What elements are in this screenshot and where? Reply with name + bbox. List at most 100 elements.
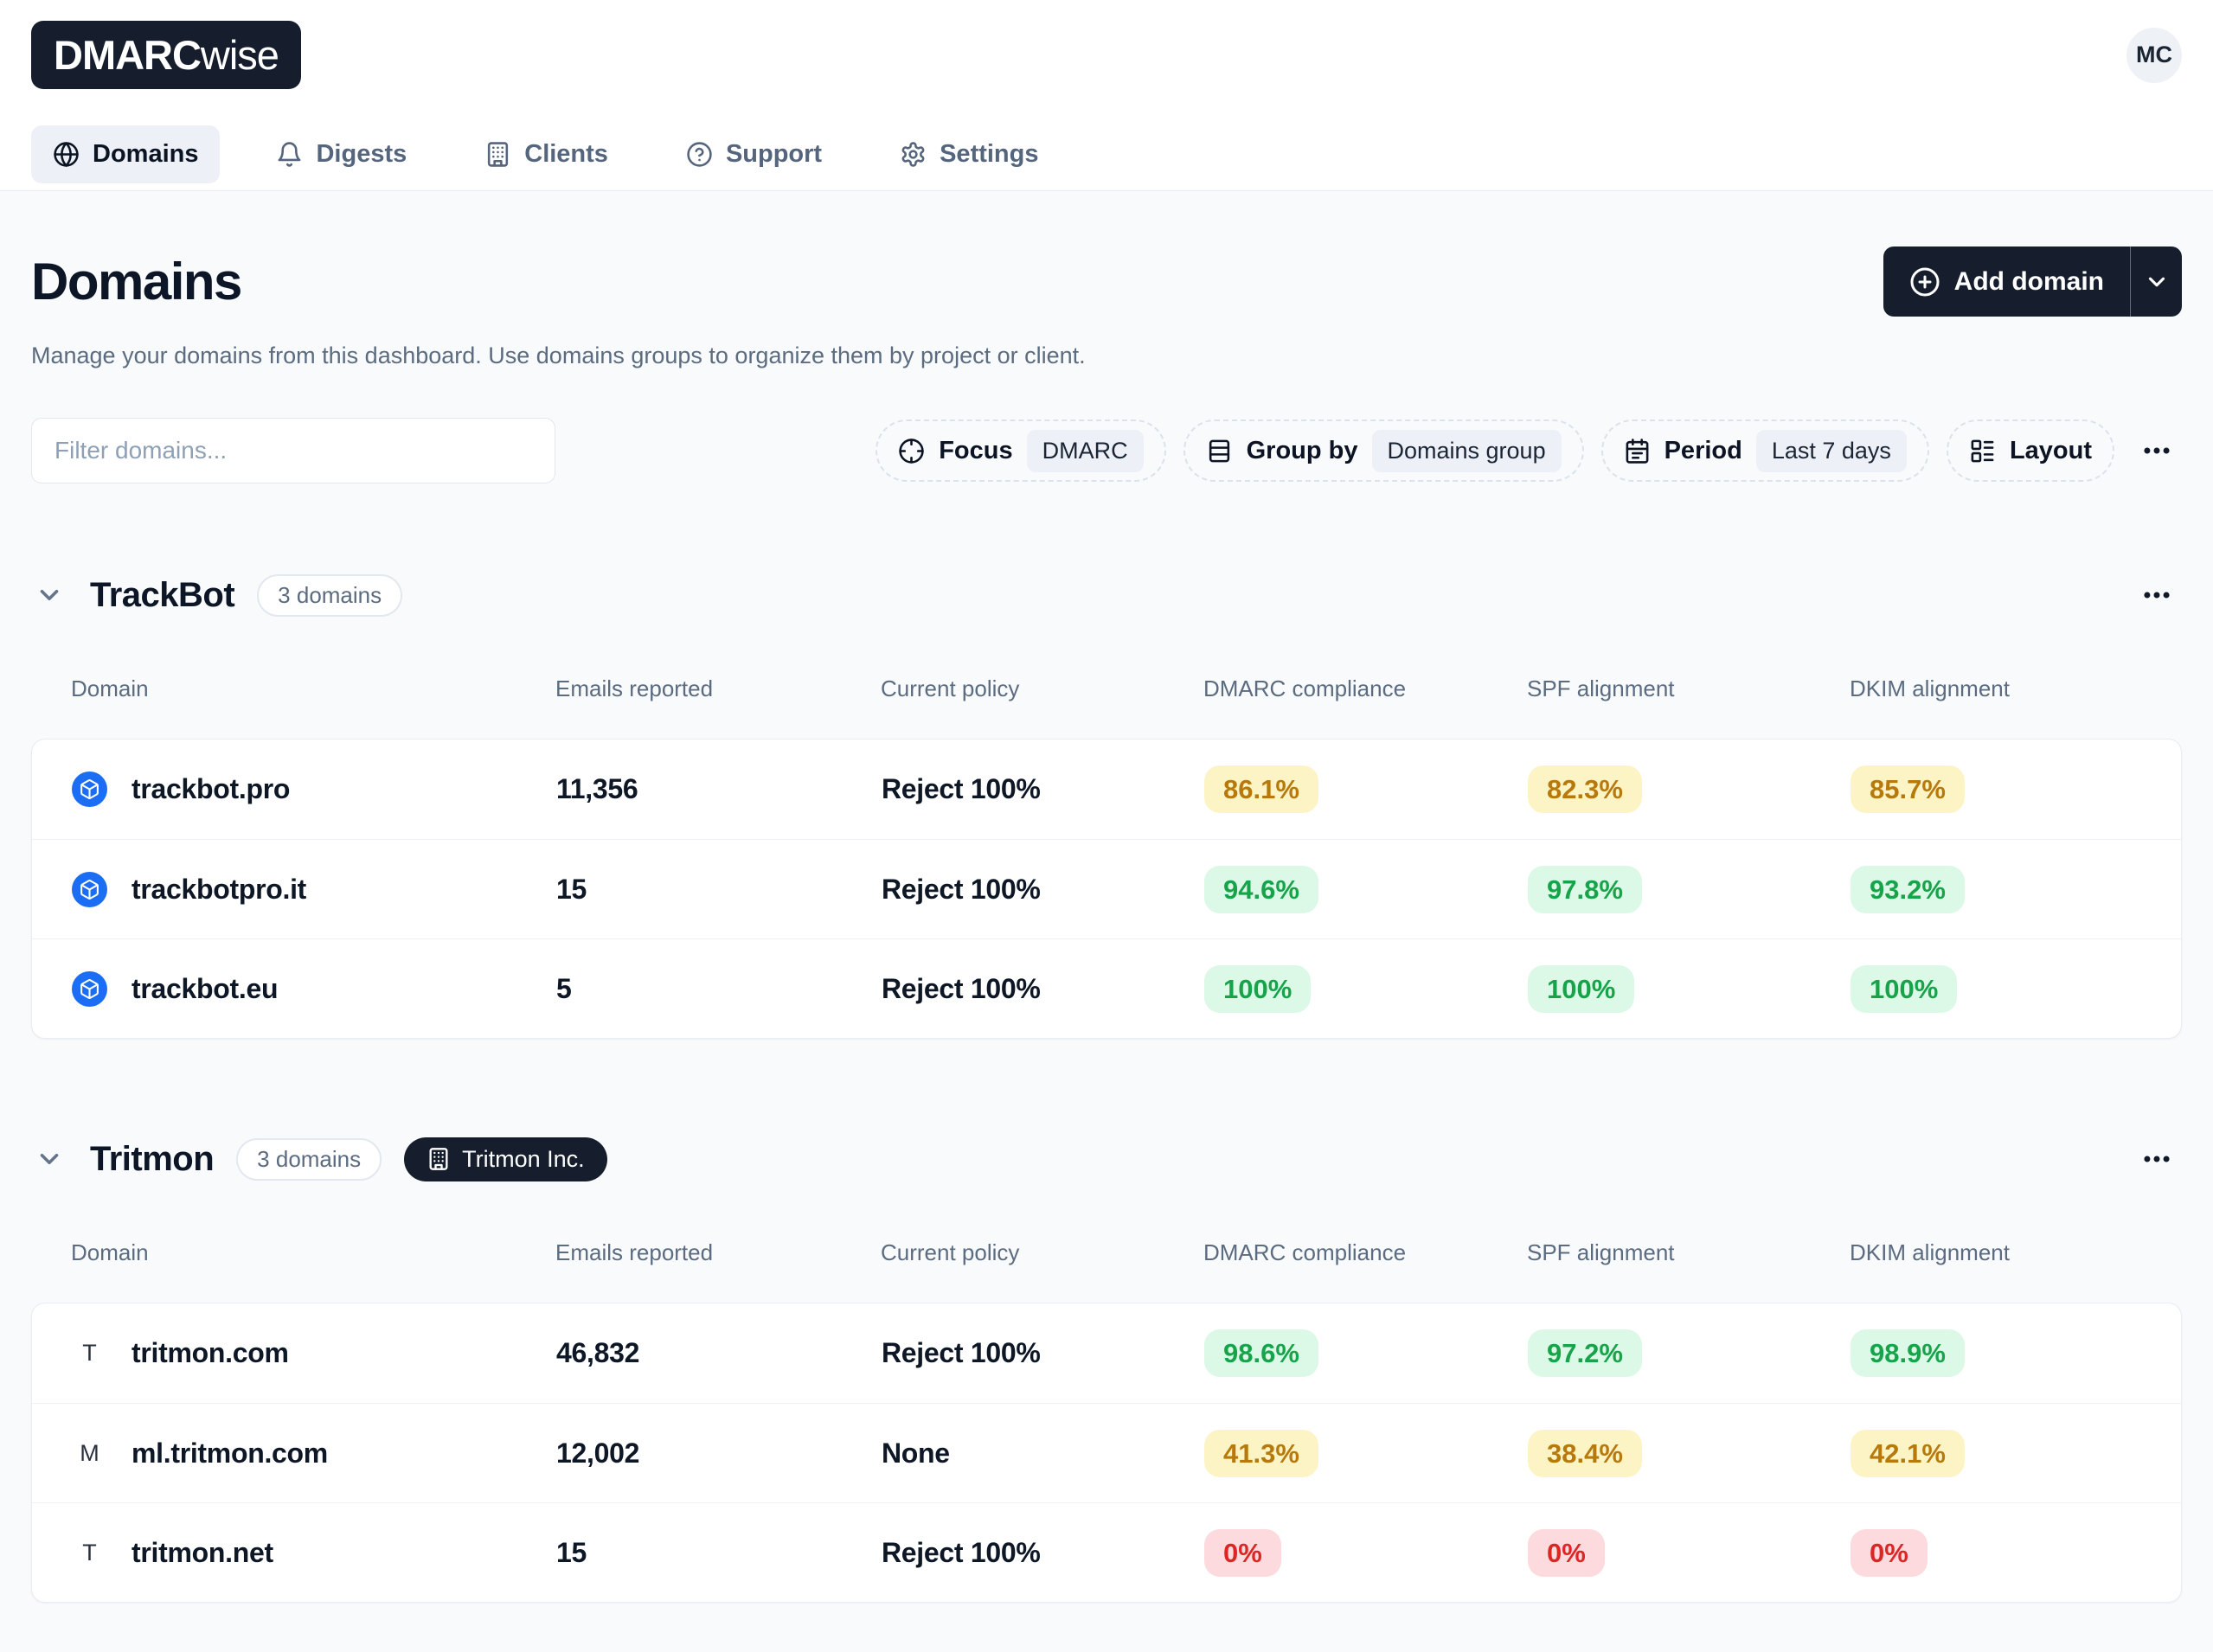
ellipsis-icon [2140,579,2173,611]
table-row[interactable]: T tritmon.com 46,832 Reject 100% 98.6% 9… [32,1303,2181,1403]
group-more-button[interactable] [2132,570,2182,620]
add-domain-menu-button[interactable] [2130,247,2182,317]
dkim-alignment-badge: 42.1% [1851,1429,1965,1477]
group-title: Tritmon [90,1139,215,1178]
column-header-current-policy: Current policy [881,1239,1020,1265]
layout-button[interactable]: Layout [1946,419,2114,482]
column-header-dkim-alignment: DKIM alignment [1850,676,2010,701]
nav-tab-label: Domains [93,140,199,168]
spf-alignment-badge: 97.2% [1528,1329,1642,1377]
nav-tab-label: Support [725,140,823,168]
domain-favicon-letter: M [80,1439,99,1466]
domain-favicon-cube-icon [72,970,107,1007]
spf-alignment-badge: 82.3% [1528,765,1642,813]
column-header-domain: Domain [71,1239,149,1265]
current-policy-value: Reject 100% [882,1337,1041,1368]
brand-logo-light: wise [200,32,279,78]
emails-reported-value: 11,356 [556,773,638,804]
emails-reported-value: 15 [556,1536,587,1568]
table-column-headers: Domain Emails reported Current policy DM… [31,676,2182,702]
ellipsis-icon [2140,1143,2173,1175]
layout-list-icon [1969,438,1996,464]
domain-favicon-cube-icon [72,772,107,807]
nav-tab-domains[interactable]: Domains [31,125,221,183]
current-policy-value: Reject 100% [882,873,1041,905]
group-collapse-button[interactable] [31,1141,67,1177]
nav-tab-settings[interactable]: Settings [878,125,1060,183]
chevron-down-icon [2144,269,2170,295]
brand-logo[interactable]: DMARCwise [31,21,301,89]
table-row[interactable]: M ml.tritmon.com 12,002 None 41.3% 38.4%… [32,1403,2181,1502]
main-nav: Domains Digests Clients Support Settings [31,125,2182,190]
domain-name: tritmon.net [131,1536,273,1568]
table-row[interactable]: T tritmon.net 15 Reject 100% 0% 0% 0% [32,1502,2181,1602]
dkim-alignment-badge: 98.9% [1851,1329,1965,1377]
filter-domains-input[interactable] [31,418,555,483]
nav-tab-label: Digests [316,140,407,168]
table-row[interactable]: trackbotpro.it 15 Reject 100% 94.6% 97.8… [32,839,2181,938]
nav-tab-support[interactable]: Support [664,125,844,183]
column-header-domain: Domain [71,676,149,701]
column-header-emails-reported: Emails reported [555,676,714,701]
building-icon [427,1147,451,1171]
current-policy-value: Reject 100% [882,773,1041,804]
nav-tab-digests[interactable]: Digests [254,125,428,183]
column-header-dkim-alignment: DKIM alignment [1850,1239,2010,1265]
column-header-dmarc-compliance: DMARC compliance [1203,1239,1407,1265]
spf-alignment-badge: 97.8% [1528,865,1642,913]
nav-tab-label: Clients [524,140,608,168]
domain-name: ml.tritmon.com [131,1437,328,1469]
nav-tab-label: Settings [940,140,1039,168]
dmarc-compliance-badge: 94.6% [1204,865,1318,913]
current-policy-value: None [882,1437,950,1469]
table-column-headers: Domain Emails reported Current policy DM… [31,1239,2182,1266]
avatar[interactable]: MC [2126,27,2182,83]
spf-alignment-badge: 100% [1528,964,1635,1013]
main-content: Domains Add domain Manage your domains f… [0,247,2213,1603]
emails-reported-value: 46,832 [556,1337,640,1368]
group-more-button[interactable] [2132,1134,2182,1184]
chevron-down-icon [35,1144,64,1174]
period-button[interactable]: Period Last 7 days [1600,419,1929,482]
spf-alignment-badge: 38.4% [1528,1429,1642,1477]
gear-icon [900,141,927,168]
domain-name: trackbot.eu [131,972,279,1004]
group-by-label: Group by [1246,436,1358,464]
page-title: Domains [31,253,242,311]
view-toolbar: Focus DMARC Group by Domains group Perio… [876,419,2182,482]
dmarc-compliance-badge: 98.6% [1204,1329,1318,1377]
column-header-current-policy: Current policy [881,676,1020,701]
chevron-down-icon [35,580,64,610]
group-count-badge: 3 domains [257,573,403,617]
brand-logo-bold: DMARC [54,32,202,78]
table-row[interactable]: trackbot.pro 11,356 Reject 100% 86.1% 82… [32,740,2181,839]
dkim-alignment-badge: 0% [1851,1528,1928,1577]
dkim-alignment-badge: 93.2% [1851,865,1965,913]
add-domain-button[interactable]: Add domain [1883,247,2130,317]
toolbar-more-button[interactable] [2132,426,2182,476]
focus-value-chip: DMARC [1026,429,1144,472]
app-header: DMARCwise MC Domains Digests Clients Sup… [0,0,2213,191]
column-header-dmarc-compliance: DMARC compliance [1203,676,1407,701]
calendar-icon [1624,438,1651,464]
bell-icon [276,141,303,168]
domain-name: trackbotpro.it [131,873,307,905]
nav-tab-clients[interactable]: Clients [463,125,630,183]
period-value-chip: Last 7 days [1755,429,1907,472]
group-header-trackbot: TrackBot 3 domains [31,570,2182,620]
group-collapse-button[interactable] [31,577,67,613]
group-by-button[interactable]: Group by Domains group [1183,419,1584,482]
add-domain-label: Add domain [1953,266,2104,296]
organization-badge: Tritmon Inc. [404,1137,607,1181]
dmarc-compliance-badge: 100% [1204,964,1312,1013]
layout-label: Layout [2009,436,2092,464]
emails-reported-value: 12,002 [556,1437,640,1469]
focus-button[interactable]: Focus DMARC [876,419,1166,482]
domain-name: trackbot.pro [131,773,291,804]
ellipsis-icon [2140,434,2173,467]
current-policy-value: Reject 100% [882,972,1041,1004]
group-count-badge: 3 domains [236,1137,382,1181]
column-header-spf-alignment: SPF alignment [1527,676,1675,701]
page-subtitle: Manage your domains from this dashboard.… [31,343,1086,368]
table-row[interactable]: trackbot.eu 5 Reject 100% 100% 100% 100% [32,938,2181,1038]
